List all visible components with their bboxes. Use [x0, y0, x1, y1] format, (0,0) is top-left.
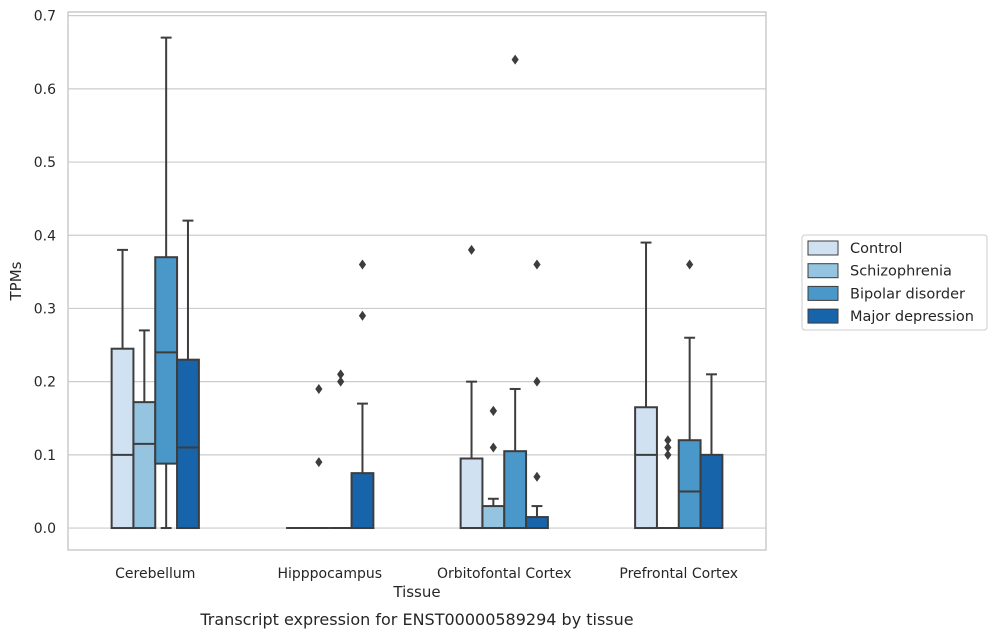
legend-label-1: Control: [850, 241, 902, 257]
outlier-point: [686, 259, 694, 270]
box-body: [677, 439, 702, 530]
y-tick-label: 0.7: [34, 9, 56, 25]
y-tick-label: 0.0: [34, 521, 56, 537]
y-axis-label: TPMs: [7, 261, 25, 301]
outlier-point: [533, 259, 541, 270]
plot-area: 0.0 0.1 0.2 0.3 0.4 0.5 0.6 0.7 Cerebellum Hipppo…: [34, 9, 767, 582]
legend-swatch-4: [807, 308, 839, 324]
y-tick-label: 0.3: [34, 301, 56, 317]
legend-swatch-1: [807, 240, 839, 256]
box-2-2: [307, 383, 330, 530]
box-4-1: [176, 219, 200, 530]
y-tick-label: 0.6: [34, 82, 56, 98]
box-body: [481, 505, 506, 530]
outlier-point: [489, 405, 497, 416]
outlier-point: [489, 442, 497, 453]
box-body: [459, 457, 484, 530]
outlier-point: [533, 376, 541, 387]
outlier-point: [337, 376, 345, 387]
box-1-4: [634, 241, 658, 530]
outlier-point: [664, 442, 672, 453]
y-tick-label: 0.1: [34, 448, 56, 464]
box-4-2: [350, 259, 375, 530]
outlier-point: [467, 244, 476, 255]
y-tick-label: 0.4: [34, 228, 56, 244]
legend-frame: [801, 234, 988, 331]
box-body: [110, 347, 135, 530]
outlier-point: [337, 369, 345, 380]
legend-label-2: Schizophrenia: [850, 264, 952, 280]
outlier-point: [511, 54, 519, 65]
x-tick-label: Cerebellum: [115, 566, 195, 582]
plot-frame: [67, 11, 767, 551]
box-4-4: [699, 373, 724, 530]
box-2-3: [481, 405, 506, 530]
y-tick-label: 0.2: [34, 375, 56, 391]
outlier-point: [358, 310, 367, 321]
box-body: [525, 516, 549, 530]
legend-swatch-3: [807, 285, 839, 301]
legend: Control Schizophrenia Bipolar disorder Majo…: [801, 234, 988, 331]
box-body: [154, 256, 179, 465]
x-tick-label: Orbitofontal Cortex: [437, 566, 572, 582]
box-body: [699, 453, 724, 530]
outlier-point: [315, 457, 323, 468]
legend-swatch-2: [807, 263, 839, 279]
box-3-1: [154, 36, 179, 530]
box-2-4: [656, 435, 679, 530]
box-2-1: [132, 329, 157, 530]
outlier-point: [358, 259, 367, 270]
chart-caption: Transcript expression for ENST0000058929…: [199, 610, 633, 629]
box-body: [503, 450, 528, 530]
outlier-point: [533, 471, 541, 482]
box-3-2: [329, 369, 352, 530]
box-body: [634, 406, 658, 530]
y-tick-label: 0.5: [34, 155, 56, 171]
outlier-point: [664, 435, 672, 446]
outlier-point: [664, 449, 672, 460]
legend-label-3: Bipolar disorder: [850, 286, 965, 302]
legend-label-4: Major depression: [850, 309, 974, 325]
box-3-3: [503, 54, 528, 530]
x-tick-label: Prefrontal Cortex: [619, 566, 738, 582]
box-1-3: [459, 244, 484, 530]
box-body: [132, 401, 157, 530]
x-axis-label: Tissue: [392, 583, 440, 601]
outlier-point: [315, 383, 323, 394]
x-tick-label: Hipppocampus: [277, 566, 382, 582]
box-body: [350, 472, 375, 530]
box-body: [176, 358, 200, 530]
box-4-3: [525, 259, 549, 530]
